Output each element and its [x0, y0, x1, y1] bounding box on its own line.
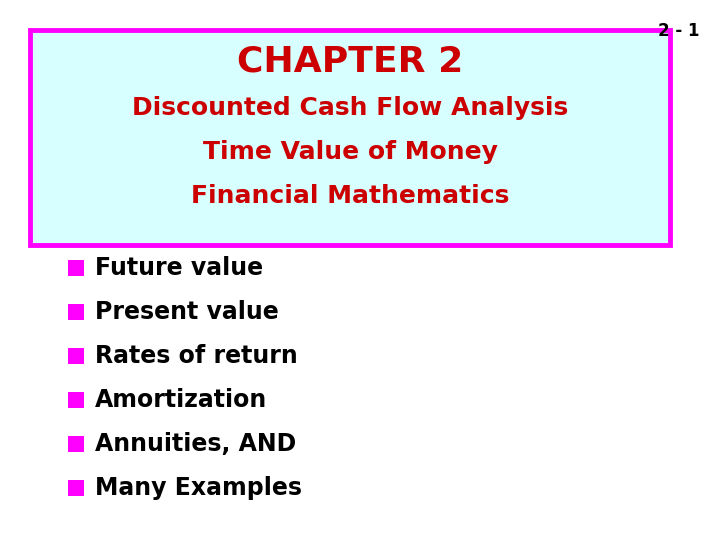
FancyBboxPatch shape — [68, 392, 84, 408]
Text: Discounted Cash Flow Analysis: Discounted Cash Flow Analysis — [132, 96, 568, 120]
Text: Financial Mathematics: Financial Mathematics — [191, 184, 509, 208]
Text: Many Examples: Many Examples — [95, 476, 302, 500]
FancyBboxPatch shape — [68, 260, 84, 276]
Text: Future value: Future value — [95, 256, 263, 280]
Text: Time Value of Money: Time Value of Money — [202, 140, 498, 164]
FancyBboxPatch shape — [68, 480, 84, 496]
Text: Amortization: Amortization — [95, 388, 267, 412]
FancyBboxPatch shape — [30, 30, 670, 245]
Text: Rates of return: Rates of return — [95, 344, 298, 368]
Text: CHAPTER 2: CHAPTER 2 — [237, 45, 463, 79]
FancyBboxPatch shape — [68, 304, 84, 320]
Text: 2 - 1: 2 - 1 — [659, 22, 700, 40]
FancyBboxPatch shape — [68, 348, 84, 364]
Text: Annuities, AND: Annuities, AND — [95, 432, 296, 456]
FancyBboxPatch shape — [68, 436, 84, 452]
Text: Present value: Present value — [95, 300, 279, 324]
